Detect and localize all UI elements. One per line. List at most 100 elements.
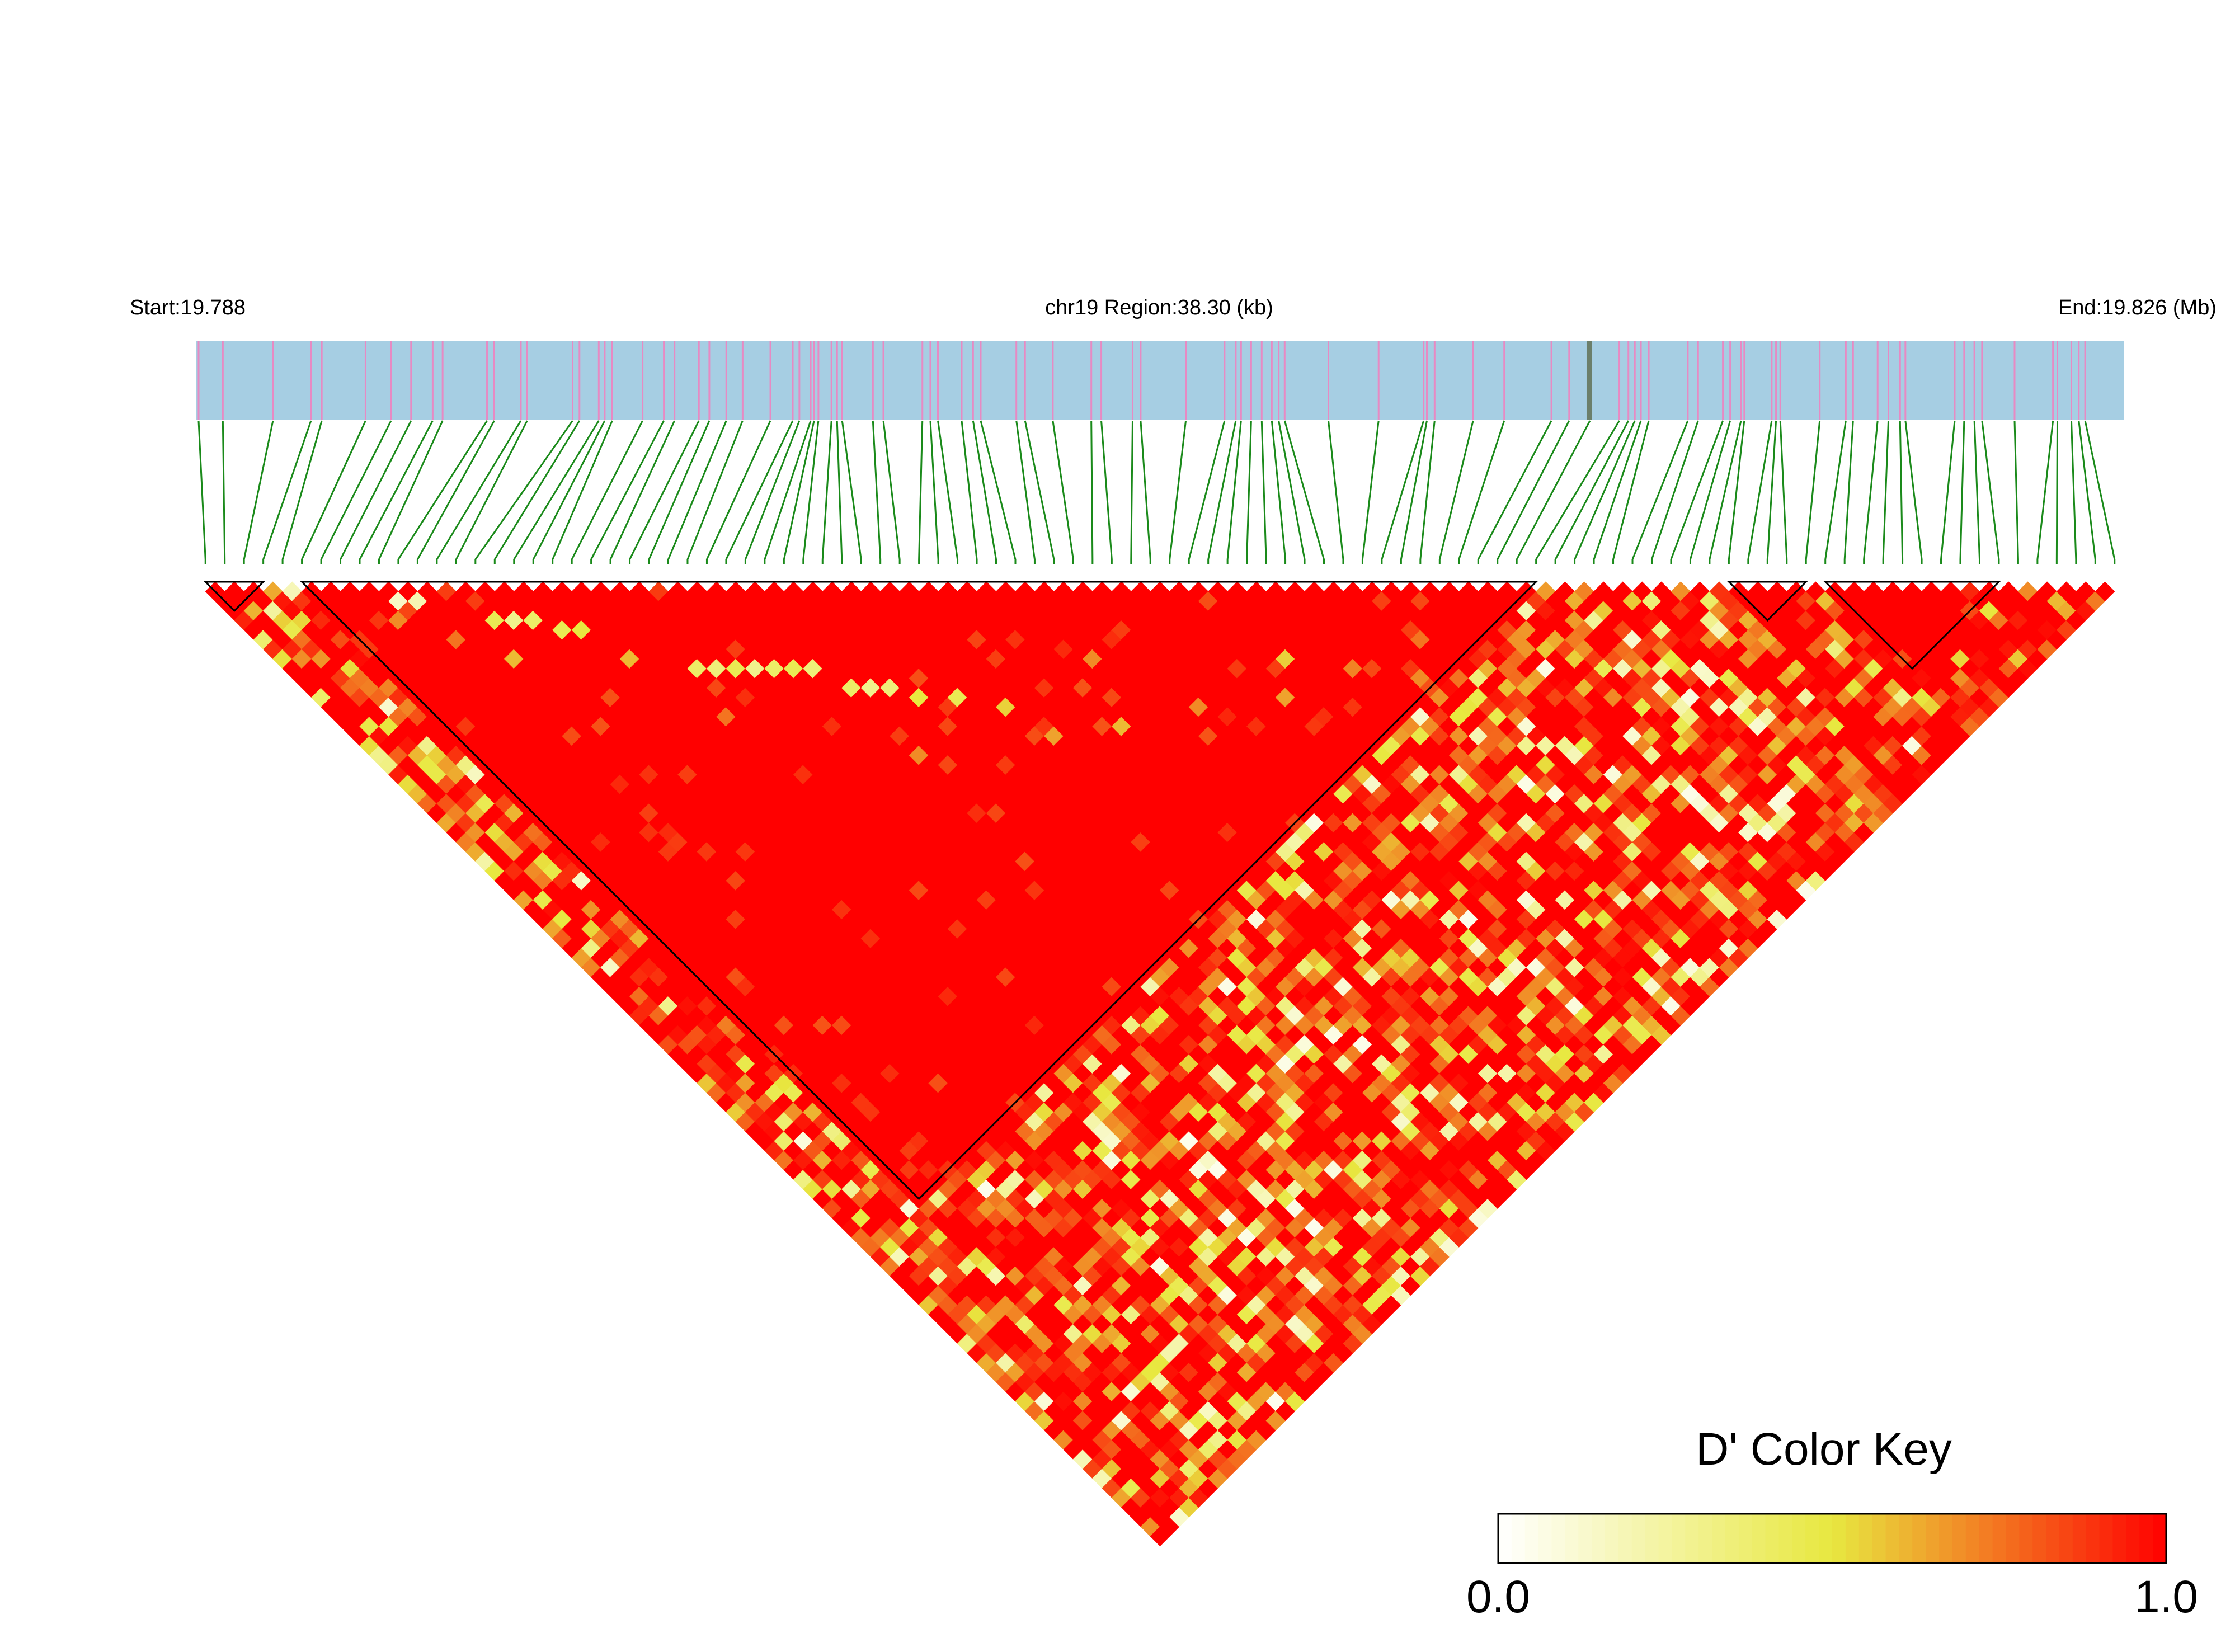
snp-connector — [961, 420, 978, 564]
snp-connector — [2013, 420, 2019, 564]
snp-connector — [609, 420, 676, 564]
snp-connector — [1497, 420, 1570, 564]
snp-connector — [1728, 420, 1745, 564]
snp-connector — [262, 420, 312, 564]
snp-connector — [1052, 420, 1074, 564]
snp-connector — [1973, 420, 1980, 564]
snp-connector — [532, 420, 606, 564]
snp-connector — [629, 420, 700, 564]
snp-connector — [1130, 420, 1133, 564]
snp-connector — [2084, 420, 2116, 564]
snp-connector — [1438, 420, 1474, 564]
snp-connector — [1400, 420, 1428, 564]
snp-connector — [1260, 420, 1267, 564]
snp-connector — [571, 420, 643, 564]
snp-connector-lines — [197, 420, 2116, 564]
snp-connector — [2070, 420, 2077, 564]
snp-connector — [2078, 420, 2096, 564]
snp-connector — [359, 420, 434, 564]
snp-connector — [1747, 420, 1773, 564]
region-center-label: chr19 Region:38.30 (kb) — [1045, 296, 1273, 319]
snp-connector — [1940, 420, 1956, 564]
snp-connector — [821, 420, 832, 564]
snp-connector — [1169, 420, 1187, 564]
snp-connector — [882, 420, 901, 564]
ld-triangle — [205, 581, 2115, 1547]
snp-connector — [1140, 420, 1151, 564]
snp-connector — [1100, 420, 1113, 564]
region-end-label: End:19.826 (Mb) — [2058, 296, 2217, 319]
snp-connector — [1207, 420, 1237, 564]
snp-connector — [1824, 420, 1847, 564]
snp-connector — [340, 420, 412, 564]
snp-connector — [929, 420, 939, 564]
snp-connector — [197, 420, 206, 564]
snp-connector — [937, 420, 959, 564]
snp-position-ticks — [197, 341, 2086, 420]
snp-connector — [980, 420, 1017, 564]
snp-connector — [1593, 420, 1642, 564]
snp-connector — [1709, 420, 1742, 564]
snp-marker — [1586, 341, 1592, 420]
snp-connector — [1328, 420, 1344, 564]
snp-connector — [1246, 420, 1252, 564]
snp-connector — [836, 420, 843, 564]
snp-connector — [841, 420, 862, 564]
snp-connector — [436, 420, 522, 564]
snp-connector — [1843, 420, 1854, 564]
snp-connector — [320, 420, 392, 564]
snp-connector — [1863, 420, 1879, 564]
snp-connector — [1779, 420, 1788, 564]
snp-connector — [1226, 420, 1242, 564]
snp-connector — [802, 420, 820, 564]
snp-connector — [744, 420, 801, 564]
snp-connector — [918, 420, 924, 564]
snp-connector — [686, 420, 744, 564]
snp-connector — [513, 420, 600, 564]
snp-connector — [1981, 420, 2000, 564]
snp-connector — [1516, 420, 1591, 564]
snp-connector — [455, 420, 528, 564]
snp-connector — [301, 420, 366, 564]
snp-connector — [1015, 420, 1036, 564]
snp-connector — [1631, 420, 1689, 564]
snp-connector — [1689, 420, 1731, 564]
snp-connector — [972, 420, 997, 564]
snp-connector — [725, 420, 794, 564]
snp-connector — [1361, 420, 1380, 564]
snp-connector — [416, 420, 495, 564]
snp-connector — [281, 420, 323, 564]
snp-connector — [1283, 420, 1325, 564]
snp-connector — [1090, 420, 1094, 564]
snp-connector — [222, 420, 226, 564]
genomic-track-background — [196, 341, 2124, 420]
snp-connector — [243, 420, 274, 564]
snp-connector — [872, 420, 882, 564]
snp-connector — [648, 420, 711, 564]
snp-connector — [667, 420, 727, 564]
snp-connector — [1535, 420, 1620, 564]
snp-connector — [1381, 420, 1425, 564]
snp-connector — [1574, 420, 1636, 564]
snp-connector — [552, 420, 613, 564]
snp-connector — [1650, 420, 1699, 564]
snp-connector — [378, 420, 444, 564]
snp-connector — [2036, 420, 2054, 564]
snp-connector — [1188, 420, 1226, 564]
snp-connector — [1554, 420, 1630, 564]
snp-connector — [1271, 420, 1287, 564]
snp-connector — [590, 420, 665, 564]
snp-connector — [1612, 420, 1650, 564]
snp-connector — [705, 420, 771, 564]
snp-connector — [1419, 420, 1436, 564]
snp-connector — [493, 420, 581, 564]
snp-connector — [1024, 420, 1055, 564]
snp-connector — [783, 420, 815, 564]
region-start-label: Start:19.788 — [130, 296, 246, 319]
snp-connector — [1766, 420, 1777, 564]
snp-connector — [1278, 420, 1306, 564]
genomic-track — [196, 341, 2124, 564]
snp-connector — [1805, 420, 1821, 564]
snp-connector — [1899, 420, 1904, 564]
